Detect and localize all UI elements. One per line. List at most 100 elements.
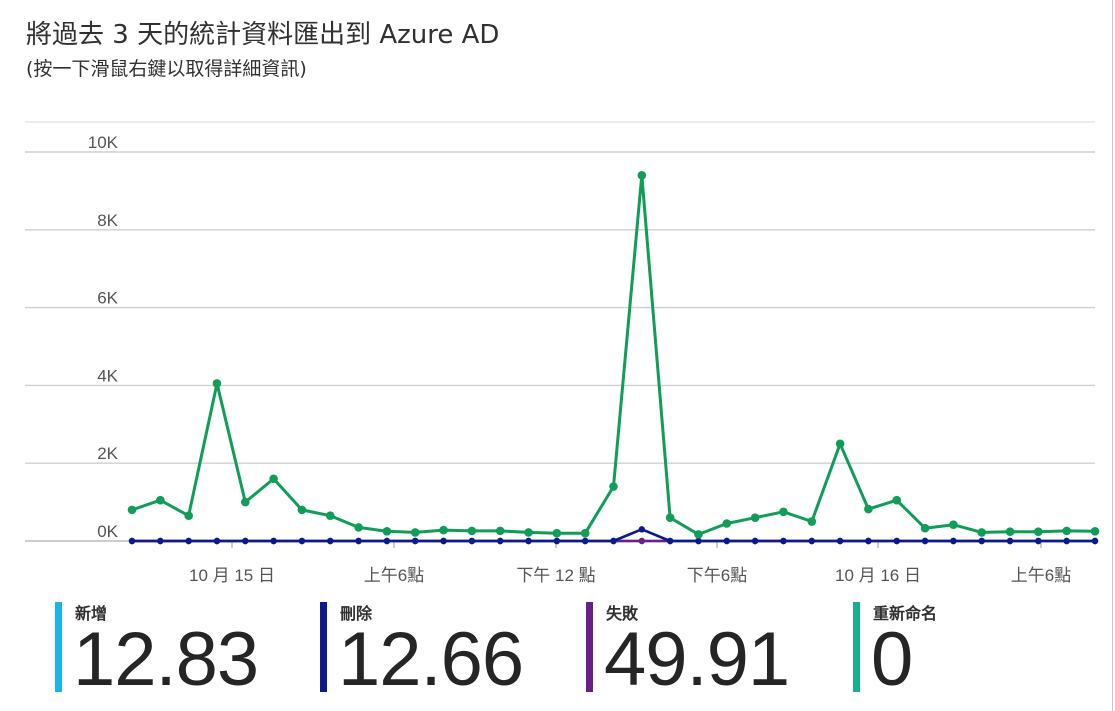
series-0-point: [127, 505, 137, 515]
series-1-point: [666, 537, 674, 545]
stat-add-color-bar: [55, 602, 62, 692]
x-tick-label: 下午 12 點: [516, 566, 595, 585]
y-tick-label: 0K: [97, 522, 118, 541]
y-tick-label: 10K: [88, 133, 119, 152]
series-1-point: [751, 537, 759, 545]
series-0-point: [552, 528, 562, 538]
series-1-point: [695, 537, 702, 545]
series-0-point: [354, 523, 363, 532]
series-0-point: [835, 439, 845, 449]
stat-delete-label: 刪除: [340, 604, 373, 623]
series-0-point: [1034, 527, 1043, 536]
stat-rename[interactable]: 重新命名 0: [853, 598, 1083, 702]
y-tick-label: 2K: [97, 444, 118, 463]
stat-failed[interactable]: 失敗 49.91: [586, 598, 816, 702]
y-tick-label: 4K: [97, 366, 118, 385]
series-0-point: [184, 511, 193, 521]
series-0-point: [410, 528, 420, 537]
series-1-point: [298, 537, 306, 545]
series-0-point: [807, 517, 817, 526]
stat-delete[interactable]: 刪除 12.66: [320, 598, 550, 702]
stat-add[interactable]: 新增 12.83: [55, 598, 285, 702]
series-1-point: [780, 537, 787, 545]
stat-delete-color-bar: [320, 602, 327, 692]
series-1-point: [468, 537, 476, 545]
series-1-point: [213, 537, 221, 545]
stat-failed-value: 49.91: [604, 617, 790, 702]
series-1-point: [836, 537, 844, 545]
series-1-point: [440, 537, 447, 545]
series-0-point: [156, 495, 165, 505]
series-2-point: [638, 537, 646, 545]
series-0-point: [325, 511, 335, 521]
series-0-point: [892, 495, 902, 505]
series-1-point: [723, 537, 730, 545]
series-1-point: [157, 537, 164, 545]
series-0-point: [1005, 527, 1015, 536]
series-0-point: [977, 528, 987, 537]
series-0-point: [750, 513, 760, 522]
series-1-point: [1035, 537, 1042, 545]
line-chart[interactable]: 0K 2K 4K 6K 8K 10K 10 月 15 日 上午6點 下午 12 點 下午6點 10…: [0, 110, 1110, 600]
x-tick-label: 上午6點: [364, 566, 424, 585]
series-1-point: [242, 537, 249, 545]
stat-add-label: 新增: [75, 604, 108, 623]
series-1-point: [412, 537, 419, 545]
series-1-point: [1091, 537, 1099, 545]
series-1-point: [978, 537, 985, 545]
series-1-point: [581, 537, 589, 545]
series-0-point: [779, 507, 788, 517]
stat-add-value: 12.83: [73, 617, 259, 702]
series-1-point: [270, 537, 277, 545]
series-0-point: [212, 379, 222, 388]
series-0-point: [722, 519, 732, 528]
series-1-point: [893, 537, 900, 545]
series-1-point: [497, 537, 504, 545]
series-0-point: [1090, 526, 1100, 536]
x-tick-label: 上午6點: [1011, 566, 1071, 585]
series-0-point: [269, 474, 278, 484]
series-1-point: [610, 537, 617, 545]
series-0-point: [1062, 526, 1071, 536]
series-0-point: [609, 482, 618, 491]
y-tick-label: 8K: [97, 211, 118, 230]
series-1-point: [355, 537, 362, 545]
right-divider: [1112, 0, 1113, 711]
series-0-point: [665, 513, 675, 522]
series-1-point: [1006, 537, 1014, 545]
x-tick-label: 10 月 15 日: [189, 566, 275, 585]
series-0-point: [637, 171, 647, 180]
stat-delete-value: 12.66: [338, 617, 524, 702]
series-1-point: [128, 537, 136, 545]
series-1-point: [865, 537, 872, 545]
series-1-point: [185, 537, 192, 545]
series-0-point: [694, 530, 703, 539]
stat-rename-value: 0: [871, 617, 913, 702]
series-1-point: [921, 537, 929, 545]
series-0-point: [920, 523, 930, 533]
y-tick-label: 6K: [97, 289, 118, 308]
series-0-point: [382, 526, 392, 536]
page-title: 將過去 3 天的統計資料匯出到 Azure AD: [26, 20, 500, 50]
series-1-point: [808, 537, 815, 545]
series-0-point: [580, 528, 590, 538]
page-subtitle: (按一下滑鼠右鍵以取得詳細資訊): [26, 58, 307, 80]
series-1-point: [553, 537, 561, 545]
series-0-point: [949, 520, 958, 529]
series-1-point: [383, 537, 391, 545]
series-0-point: [864, 504, 873, 514]
stat-rename-color-bar: [853, 602, 860, 692]
series-1-point: [525, 537, 532, 545]
series-1-point: [950, 537, 957, 545]
stat-failed-label: 失敗: [606, 604, 639, 623]
x-tick-label: 10 月 16 日: [835, 566, 921, 585]
series-0-point: [495, 526, 505, 536]
series-0-point: [467, 526, 477, 536]
stat-failed-color-bar: [586, 602, 593, 692]
series-0-point: [240, 497, 250, 507]
series-1-point: [1063, 537, 1070, 545]
series-1-point: [327, 537, 334, 545]
series-0-point: [297, 505, 307, 515]
series-0-point: [524, 528, 533, 537]
x-tick-label: 下午6點: [687, 566, 747, 585]
